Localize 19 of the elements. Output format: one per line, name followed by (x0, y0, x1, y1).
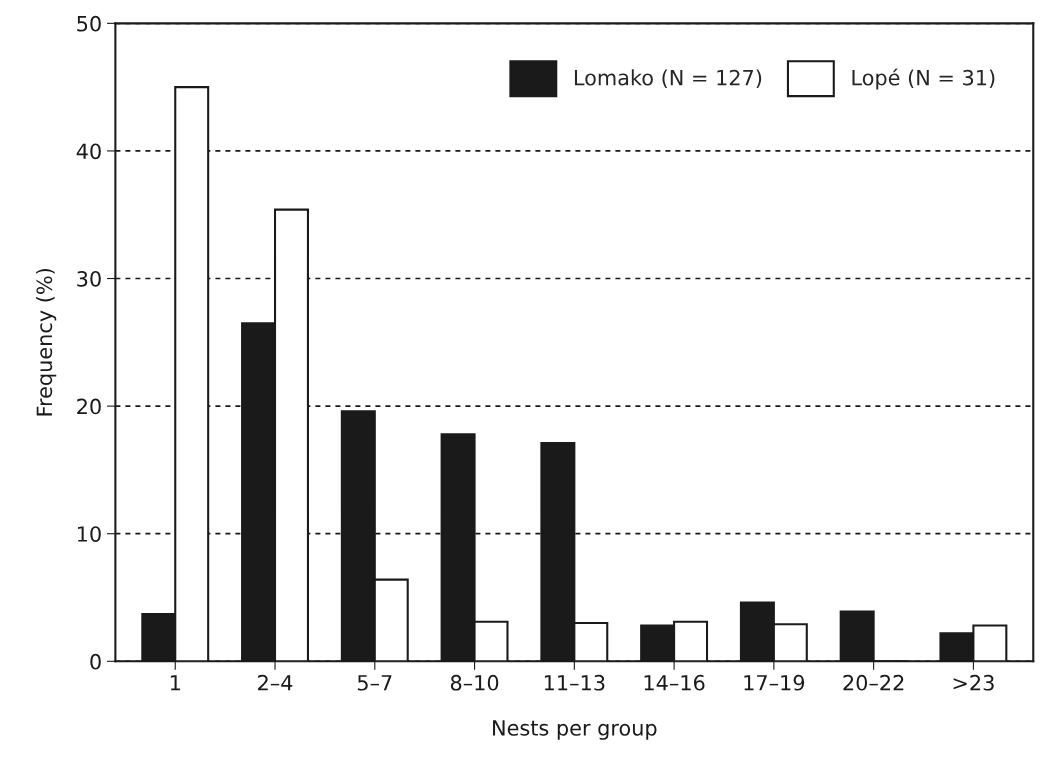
x-tick-label: 17–19 (744, 674, 805, 691)
x-tick-label: 20–22 (843, 674, 904, 691)
x-tick-label: 8–10 (450, 674, 499, 691)
y-tick-label: 0 (90, 653, 101, 670)
y-axis-title: Frequency (%) (36, 268, 57, 416)
x-tick-label: 5–7 (357, 675, 392, 691)
y-tick-label: 40 (76, 143, 101, 160)
x-tick-label: 1 (170, 675, 180, 691)
x-axis-title: Nests per group (493, 720, 657, 740)
y-tick-label: 20 (77, 398, 101, 415)
y-tick-label: 10 (77, 526, 101, 542)
x-tick-label: 14–16 (644, 674, 705, 691)
x-tick-label: >23 (953, 674, 994, 691)
x-tick-label: 11–13 (544, 674, 605, 691)
y-tick-label: 30 (77, 270, 101, 287)
legend-label: Lomako (N = 127) (574, 69, 762, 88)
legend-label: Lopé (N = 31) (852, 68, 995, 90)
x-tick-label: 2–4 (258, 674, 293, 691)
y-tick-label: 50 (77, 15, 101, 32)
